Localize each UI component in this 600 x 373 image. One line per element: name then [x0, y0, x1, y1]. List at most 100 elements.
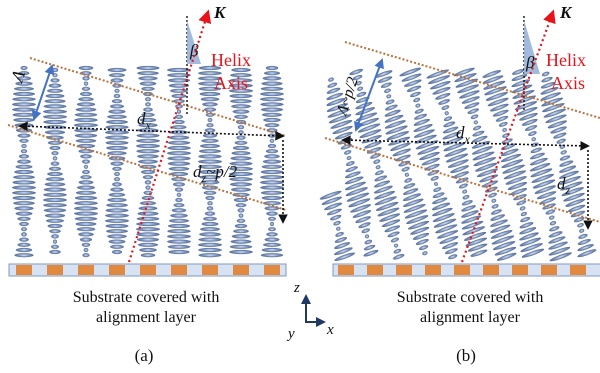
lc-molecule [47, 88, 63, 93]
lc-molecule [43, 192, 67, 197]
lc-molecule [511, 79, 531, 88]
lc-molecule [110, 161, 124, 166]
lc-molecule [80, 91, 92, 97]
lc-molecule [490, 214, 506, 221]
lc-molecule [461, 96, 480, 104]
lc-molecule [473, 157, 497, 167]
lc-molecule [355, 216, 372, 224]
lc-molecule [12, 180, 36, 185]
lc-molecule [373, 185, 393, 194]
lc-molecule [495, 115, 509, 122]
lc-molecule [559, 176, 581, 185]
lc-molecule [370, 153, 381, 159]
lc-molecule [229, 249, 253, 255]
lc-molecule [403, 203, 426, 213]
lc-molecule [540, 92, 561, 101]
lc-molecule [105, 213, 129, 218]
lc-molecule [45, 177, 65, 182]
lc-molecule [110, 187, 124, 192]
lc-molecule [50, 161, 60, 166]
lc-molecule [51, 151, 59, 156]
lc-molecule [264, 123, 280, 128]
lc-molecule [237, 125, 245, 130]
lc-molecule [528, 131, 537, 137]
lc-molecule [107, 114, 127, 119]
lc-molecule [385, 125, 408, 135]
lc-molecule [260, 185, 284, 190]
lc-molecule [141, 86, 155, 91]
axis-label-a: Axis [214, 73, 248, 93]
lc-molecule [108, 192, 126, 197]
lc-molecule [107, 234, 127, 239]
lc-molecule [18, 71, 30, 76]
lc-molecule [44, 130, 66, 135]
lc-molecule [17, 242, 31, 247]
beta-label-a: β [189, 41, 199, 60]
lc-molecule [473, 125, 482, 131]
lc-molecule [17, 159, 31, 164]
lc-molecule [470, 249, 488, 257]
lc-molecule [17, 133, 31, 138]
lc-molecule [563, 192, 585, 202]
lc-molecule [171, 125, 187, 130]
lc-molecule [350, 204, 371, 213]
lc-molecule [12, 97, 36, 102]
lc-molecule [403, 183, 416, 189]
lc-molecule [573, 216, 585, 223]
lc-molecule [364, 239, 373, 245]
lc-molecule [531, 137, 536, 142]
lc-molecule [83, 164, 89, 169]
lc-molecule [262, 76, 282, 81]
lc-molecule [21, 227, 27, 232]
lc-molecule [519, 222, 534, 229]
lc-molecule [108, 239, 126, 244]
lc-molecule [50, 78, 60, 83]
lc-molecule [78, 97, 94, 102]
substrate-caption-line1-b: Substrate covered with [397, 289, 544, 306]
lc-molecule [346, 155, 352, 161]
lc-molecule [43, 203, 67, 208]
lc-molecule [198, 154, 222, 159]
lc-molecule [375, 201, 399, 211]
lc-molecule [407, 220, 430, 230]
lc-molecule [530, 168, 553, 178]
lc-molecule [136, 227, 160, 232]
lc-molecule [490, 230, 513, 239]
lc-molecule [439, 236, 459, 244]
lc-molecules-b [319, 67, 597, 262]
lc-molecule [139, 81, 157, 86]
lc-molecule [321, 196, 342, 205]
lc-molecule [268, 216, 276, 221]
lc-molecule [364, 234, 370, 239]
lc-molecule [136, 216, 160, 221]
lc-molecule [107, 197, 127, 203]
lc-molecule [490, 219, 508, 227]
layer-boundary-top-b [344, 41, 600, 119]
lc-molecule [261, 112, 283, 117]
lc-molecule [578, 233, 588, 239]
lc-molecule [17, 216, 31, 221]
lc-molecule [173, 119, 185, 125]
lc-molecule [12, 102, 36, 107]
lc-molecule [349, 68, 364, 76]
lc-molecule [326, 103, 349, 112]
lc-molecule [260, 91, 284, 97]
lc-molecule [465, 237, 488, 247]
lc-molecule [577, 238, 591, 246]
lc-molecule [441, 242, 459, 250]
lc-molecule [577, 222, 584, 228]
dz-label-a: dz~p/2 [193, 162, 238, 185]
lc-molecule [80, 71, 92, 76]
lc-molecule [198, 81, 222, 86]
lc-molecule [524, 125, 538, 131]
lc-molecule [410, 226, 430, 235]
lc-molecule [263, 117, 281, 123]
lc-molecule [13, 175, 35, 180]
lc-molecule [198, 242, 222, 247]
lc-molecule [491, 198, 497, 203]
lc-molecule [404, 178, 413, 183]
lc-molecule [175, 104, 183, 109]
lc-molecule [199, 175, 221, 180]
alignment-pad [425, 265, 441, 275]
lc-molecule [492, 241, 516, 251]
